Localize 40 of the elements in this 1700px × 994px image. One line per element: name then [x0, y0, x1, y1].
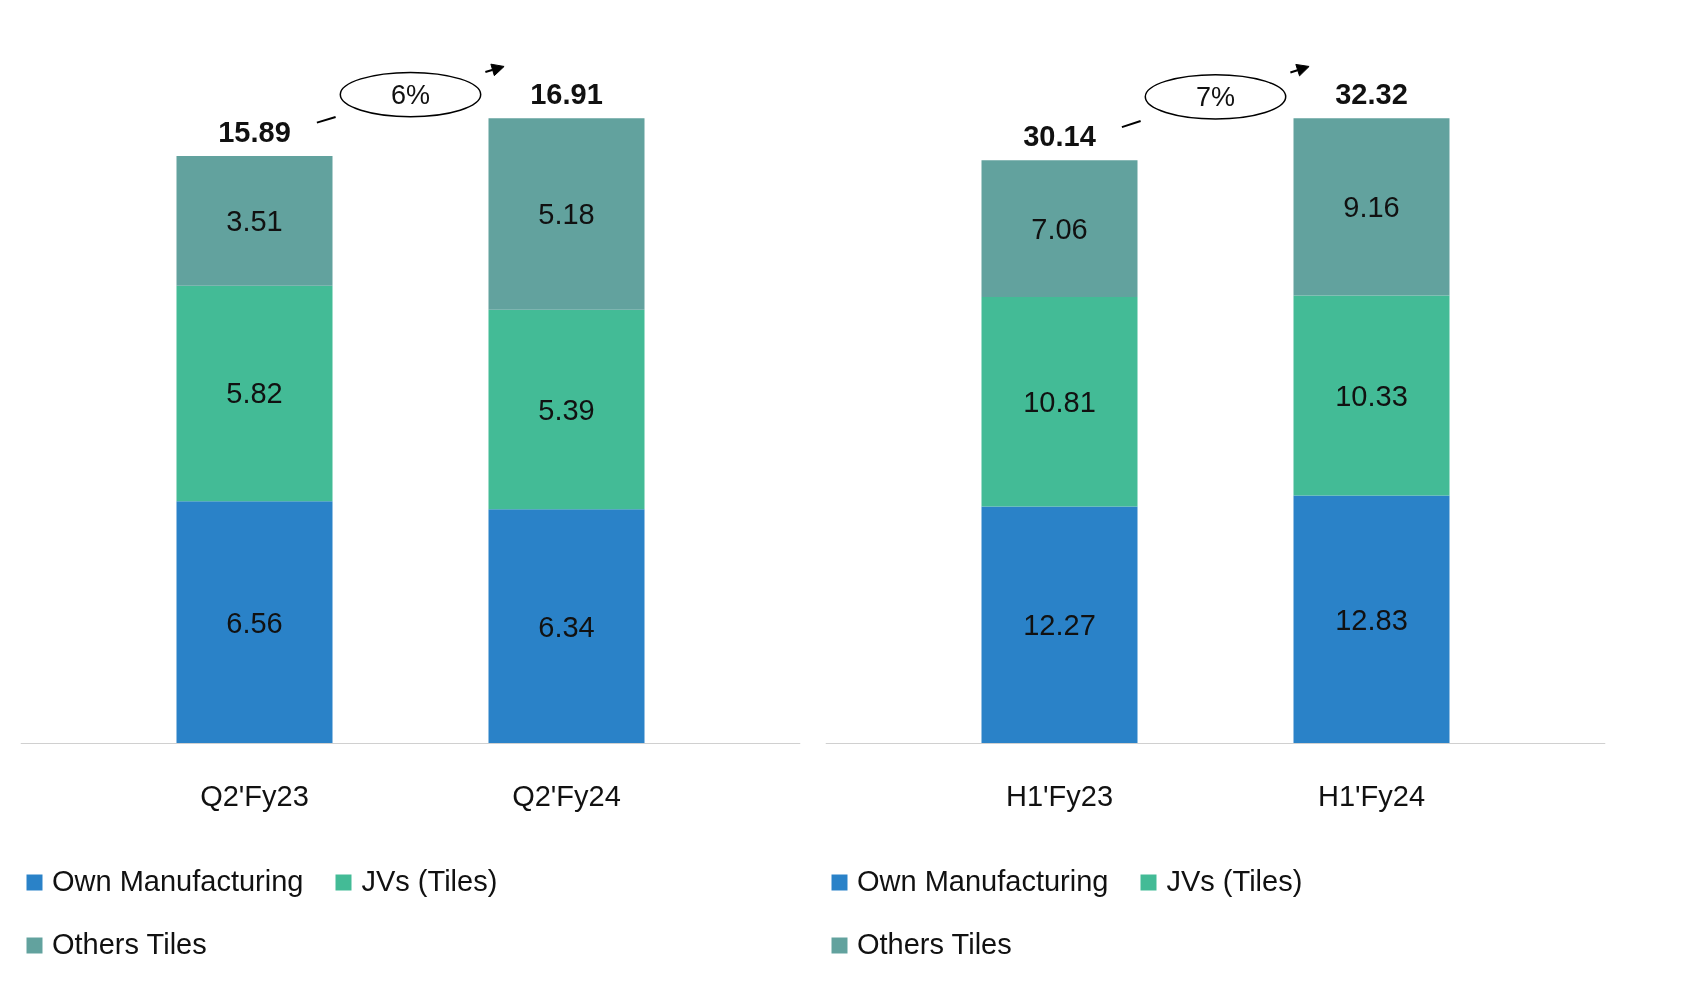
bar: [488, 309, 645, 510]
data-label: 5.18: [538, 198, 595, 230]
bar: [981, 297, 1138, 507]
data-label: 7.06: [1031, 212, 1088, 245]
x-tick-label: Q2'Fy23: [200, 779, 309, 812]
data-label: 6.56: [226, 606, 283, 639]
data-label: 3.51: [226, 204, 283, 237]
legend-label: Others Tiles: [857, 928, 1012, 961]
bar: [176, 285, 333, 502]
text: 7%: [1195, 81, 1236, 112]
bar: [488, 509, 645, 744]
bar: [176, 155, 333, 286]
data-label: 10.33: [1335, 379, 1408, 412]
legend-label: Others Tiles: [52, 928, 207, 961]
legend-label: Own Manufacturing: [52, 865, 304, 898]
x-tick-label: H1'Fy23: [1005, 779, 1114, 812]
bar: [488, 118, 645, 310]
data-label: 5.39: [538, 393, 595, 426]
bar: [981, 506, 1138, 744]
data-label: 10.81: [1023, 385, 1096, 418]
bar: [1293, 118, 1450, 296]
bar: [1293, 495, 1450, 744]
data-label: 9.16: [1343, 190, 1400, 223]
bar: [176, 501, 333, 744]
total-label: 32.32: [1335, 78, 1408, 111]
x-tick-label: Q2'Fy24: [512, 779, 621, 812]
data-label: 12.27: [1023, 609, 1096, 642]
legend-label: JVs (Tiles): [361, 865, 498, 898]
bar: [1293, 295, 1450, 496]
text: 6%: [390, 79, 431, 110]
data-label: 12.83: [1335, 603, 1408, 636]
x-tick-label: H1'Fy24: [1317, 779, 1426, 812]
legend-label: JVs (Tiles): [1166, 865, 1303, 898]
total-label: 30.14: [1023, 120, 1096, 153]
total-label: 15.89: [218, 115, 291, 148]
total-label: 16.91: [530, 78, 603, 111]
data-label: 6.34: [538, 610, 595, 643]
legend-label: Own Manufacturing: [857, 865, 1109, 898]
data-label: 5.82: [226, 377, 283, 410]
bar: [981, 160, 1138, 298]
